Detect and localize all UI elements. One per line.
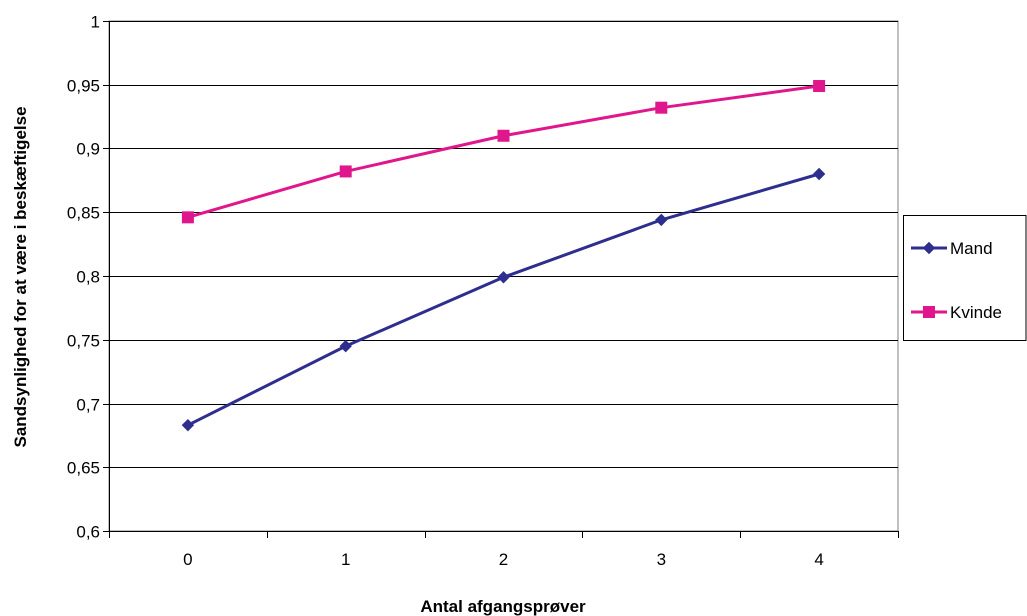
legend-item-mand: Mand bbox=[911, 239, 993, 258]
data-point bbox=[181, 418, 195, 432]
data-point bbox=[339, 165, 352, 178]
series-line bbox=[187, 84, 820, 219]
y-tick-label: 0,65 bbox=[67, 459, 100, 478]
data-point bbox=[181, 211, 194, 224]
data-point bbox=[813, 80, 826, 93]
data-point bbox=[497, 271, 510, 284]
axes: 0,6 0,65 0,7 0,75 0,8 0,85 0,9 0,95 1 0 1 2 3 4 bbox=[67, 13, 899, 569]
data-point bbox=[497, 129, 510, 142]
data-point bbox=[339, 339, 352, 353]
series-layer bbox=[181, 80, 826, 432]
x-tick-label: 2 bbox=[499, 550, 508, 569]
y-axis-title: Sandsynlighed for at være i beskæftigels… bbox=[11, 106, 30, 447]
series-mand bbox=[181, 167, 826, 432]
legend-label: Mand bbox=[950, 239, 993, 258]
x-axis-title: Antal afgangsprøver bbox=[420, 597, 586, 616]
series-line bbox=[187, 172, 820, 427]
data-point bbox=[655, 101, 668, 114]
y-tick-label: 0,95 bbox=[67, 77, 100, 96]
legend-item-kvinde: Kvinde bbox=[911, 303, 1002, 322]
y-tick-label: 0,85 bbox=[67, 204, 100, 223]
data-point bbox=[655, 213, 668, 227]
y-tick-label: 0,75 bbox=[67, 332, 100, 351]
x-tick-label: 1 bbox=[341, 550, 350, 569]
y-tick-label: 0,8 bbox=[76, 268, 100, 287]
x-tick-label: 3 bbox=[657, 550, 666, 569]
x-tick-label: 4 bbox=[814, 550, 823, 569]
y-tick-label: 0,9 bbox=[76, 140, 100, 159]
series-kvinde bbox=[181, 80, 826, 224]
legend-box bbox=[903, 215, 1027, 341]
data-point bbox=[812, 167, 826, 181]
y-tick-label: 0,6 bbox=[76, 523, 100, 542]
y-tick-label: 0,7 bbox=[76, 396, 100, 415]
legend: Mand Kvinde bbox=[903, 215, 1027, 341]
legend-marker bbox=[923, 306, 935, 318]
legend-marker bbox=[922, 241, 936, 255]
legend-label: Kvinde bbox=[950, 303, 1002, 322]
x-tick-label: 0 bbox=[183, 550, 192, 569]
y-tick-label: 1 bbox=[91, 13, 100, 32]
